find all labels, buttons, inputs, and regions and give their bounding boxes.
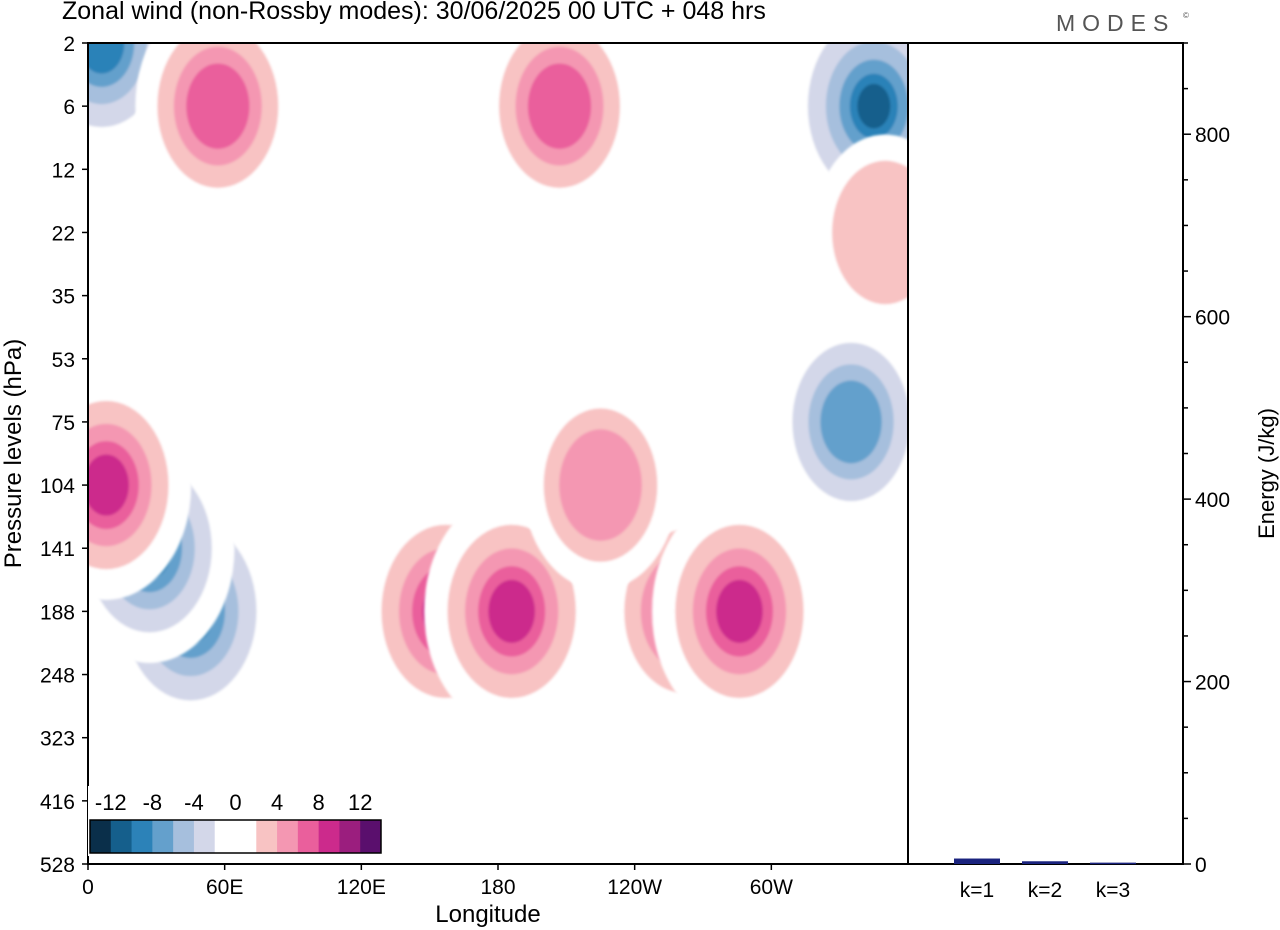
wind-feature-positive-11 [477,43,642,218]
colorbar-swatch [131,820,153,853]
modes-logo: MODES [1056,10,1176,36]
chart-title: Zonal wind (non-Rossby modes): 30/06/202… [62,0,766,25]
wind-feature-positive-10 [651,493,827,730]
colorbar-swatch [256,820,278,853]
wind-feature-positive-5 [88,370,192,600]
y-tick-label: 188 [40,601,75,624]
colorbar-swatch [110,820,133,853]
x-axis-label: Longitude [435,901,540,928]
energy-axis-label: Energy (J/kg) [1254,408,1279,539]
wind-feature-negative-4 [771,313,908,530]
y-tick-label: 2 [63,33,75,56]
y-axis-label: Pressure levels (hPa) [0,339,27,568]
y-tick-label: 75 [52,412,75,435]
colorbar-swatch [173,820,195,853]
y-tick-label: 104 [40,475,75,498]
colorbar-swatch [193,820,216,853]
colorbar-swatch [339,820,361,853]
colorbar-label: -8 [143,790,163,815]
colorbar-label: 4 [271,790,283,815]
energy-tick-label: 800 [1195,124,1230,147]
y-tick-label: 12 [52,159,75,182]
bar-category-label: k=1 [960,879,994,902]
colorbar-swatch [360,820,382,853]
energy-bar [1090,862,1136,865]
colorbar: -12 -8 -4 0 4 8 12 [88,786,383,856]
x-tick-label: 60W [750,876,793,899]
energy-bar [954,858,1000,864]
y-tick-label: 53 [52,349,75,372]
bar-category-label: k=3 [1096,879,1130,902]
bar-category-label: k=2 [1028,879,1062,902]
energy-tick-label: 400 [1195,489,1230,512]
colorbar-label: 0 [229,790,241,815]
y-tick-label: 22 [52,222,75,245]
y-tick-label: 416 [40,791,75,814]
colorbar-swatch [277,820,299,853]
colorbar-label: -4 [184,790,204,815]
colorbar-frame [89,819,382,854]
x-tick-label: 120E [337,876,386,899]
colorbar-swatch [214,820,236,853]
colorbar-swatch [297,820,320,853]
energy-tick-label: 0 [1195,854,1207,877]
heatmap-field [88,43,908,733]
energy-bar-panel: 0 200 400 600 800 Energy (J/kg) k=1 k=2 k=3 [907,42,1279,902]
colorbar-label: -12 [95,790,127,815]
x-tick-label: 0 [82,876,94,899]
colorbar-swatch [318,820,340,853]
energy-tick-label: 600 [1195,307,1230,330]
y-tick-label: 141 [40,538,75,561]
colorbar-swatch [152,820,174,853]
colorbar-label: 8 [313,790,325,815]
wind-feature-positive-13 [812,134,908,331]
x-tick-label: 120W [607,876,662,899]
y-tick-label: 6 [63,96,75,119]
colorbar-swatch [235,820,257,853]
colorbar-label: 12 [348,790,372,815]
y-tick-label: 528 [40,854,75,877]
energy-tick-label: 200 [1195,672,1230,695]
bar-panel-frame [907,42,1184,865]
y-tick-label: 323 [40,728,75,751]
x-tick-label: 60E [206,876,243,899]
wind-feature-positive-6 [135,43,301,218]
y-tick-label: 35 [52,286,75,309]
x-tick-label: 180 [480,876,515,899]
energy-bar [1022,861,1068,864]
copyright-mark: © [1183,11,1189,20]
y-tick-label: 248 [40,665,75,688]
colorbar-swatch [90,820,112,853]
wind-feature-positive-12 [523,380,678,590]
